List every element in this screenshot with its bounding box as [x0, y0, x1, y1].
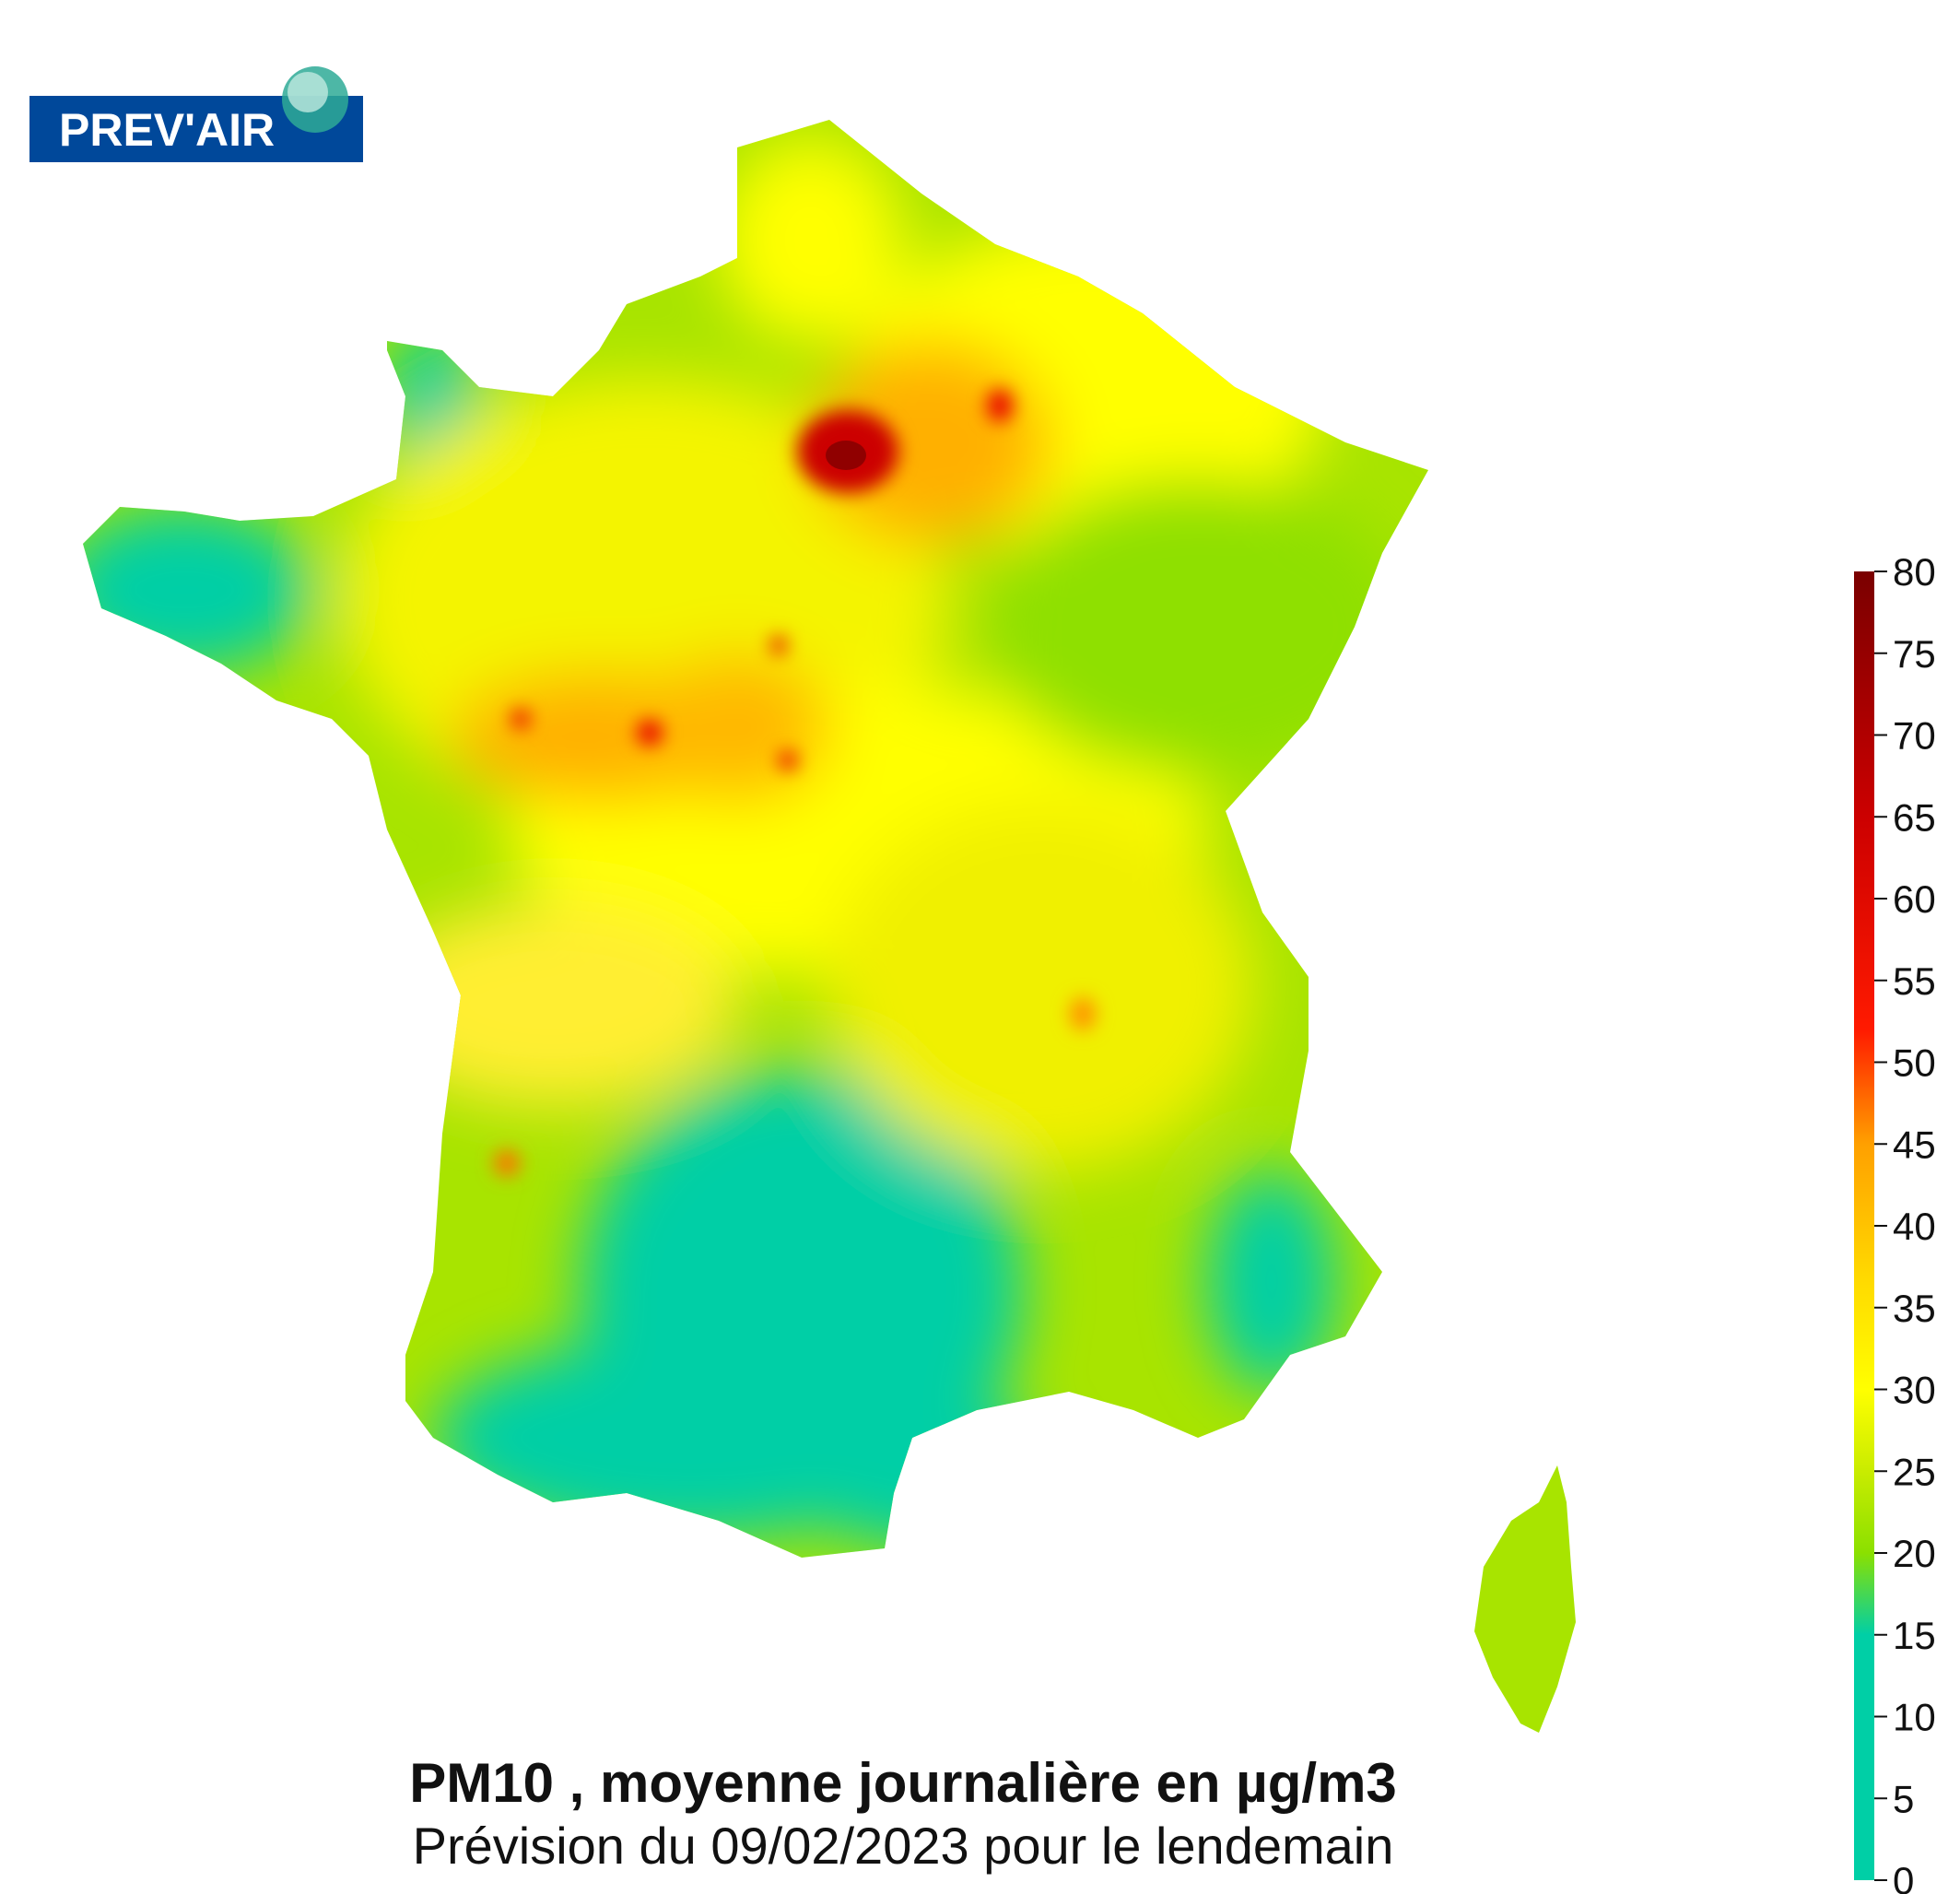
map-subtitle: Prévision du 09/02/2023 pour le lendemai… — [412, 1817, 1394, 1875]
colorbar-tick-label: 35 — [1893, 1287, 1936, 1330]
colorbar-tick-label: 80 — [1893, 550, 1936, 594]
colorbar-tick-label: 55 — [1893, 959, 1936, 1003]
colorbar-tick-label: 15 — [1893, 1614, 1936, 1657]
colorbar-tick-label: 75 — [1893, 632, 1936, 676]
logo-text: PREV'AIR — [59, 104, 275, 156]
colorbar-tick-label: 50 — [1893, 1041, 1936, 1085]
colorbar-tick-label: 65 — [1893, 795, 1936, 839]
colorbar-tick-label: 60 — [1893, 877, 1936, 921]
colorbar-tick-label: 45 — [1893, 1123, 1936, 1166]
colorbar-tick-label: 30 — [1893, 1369, 1936, 1412]
colorbar-tick-label: 10 — [1893, 1696, 1936, 1739]
colorbar-tick-label: 70 — [1893, 714, 1936, 758]
prevair-logo: PREV'AIR — [29, 66, 363, 162]
colorbar-tick-label: 20 — [1893, 1532, 1936, 1575]
colorbar-tick-label: 25 — [1893, 1450, 1936, 1493]
map-title: PM10 , moyenne journalière en µg/m3 — [409, 1752, 1397, 1814]
colorbar-tick-label: 5 — [1893, 1777, 1914, 1820]
colorbar-scale — [1854, 571, 1874, 1880]
colorbar-tick-label: 40 — [1893, 1205, 1936, 1248]
colorbar-tick-label: 0 — [1893, 1859, 1914, 1894]
